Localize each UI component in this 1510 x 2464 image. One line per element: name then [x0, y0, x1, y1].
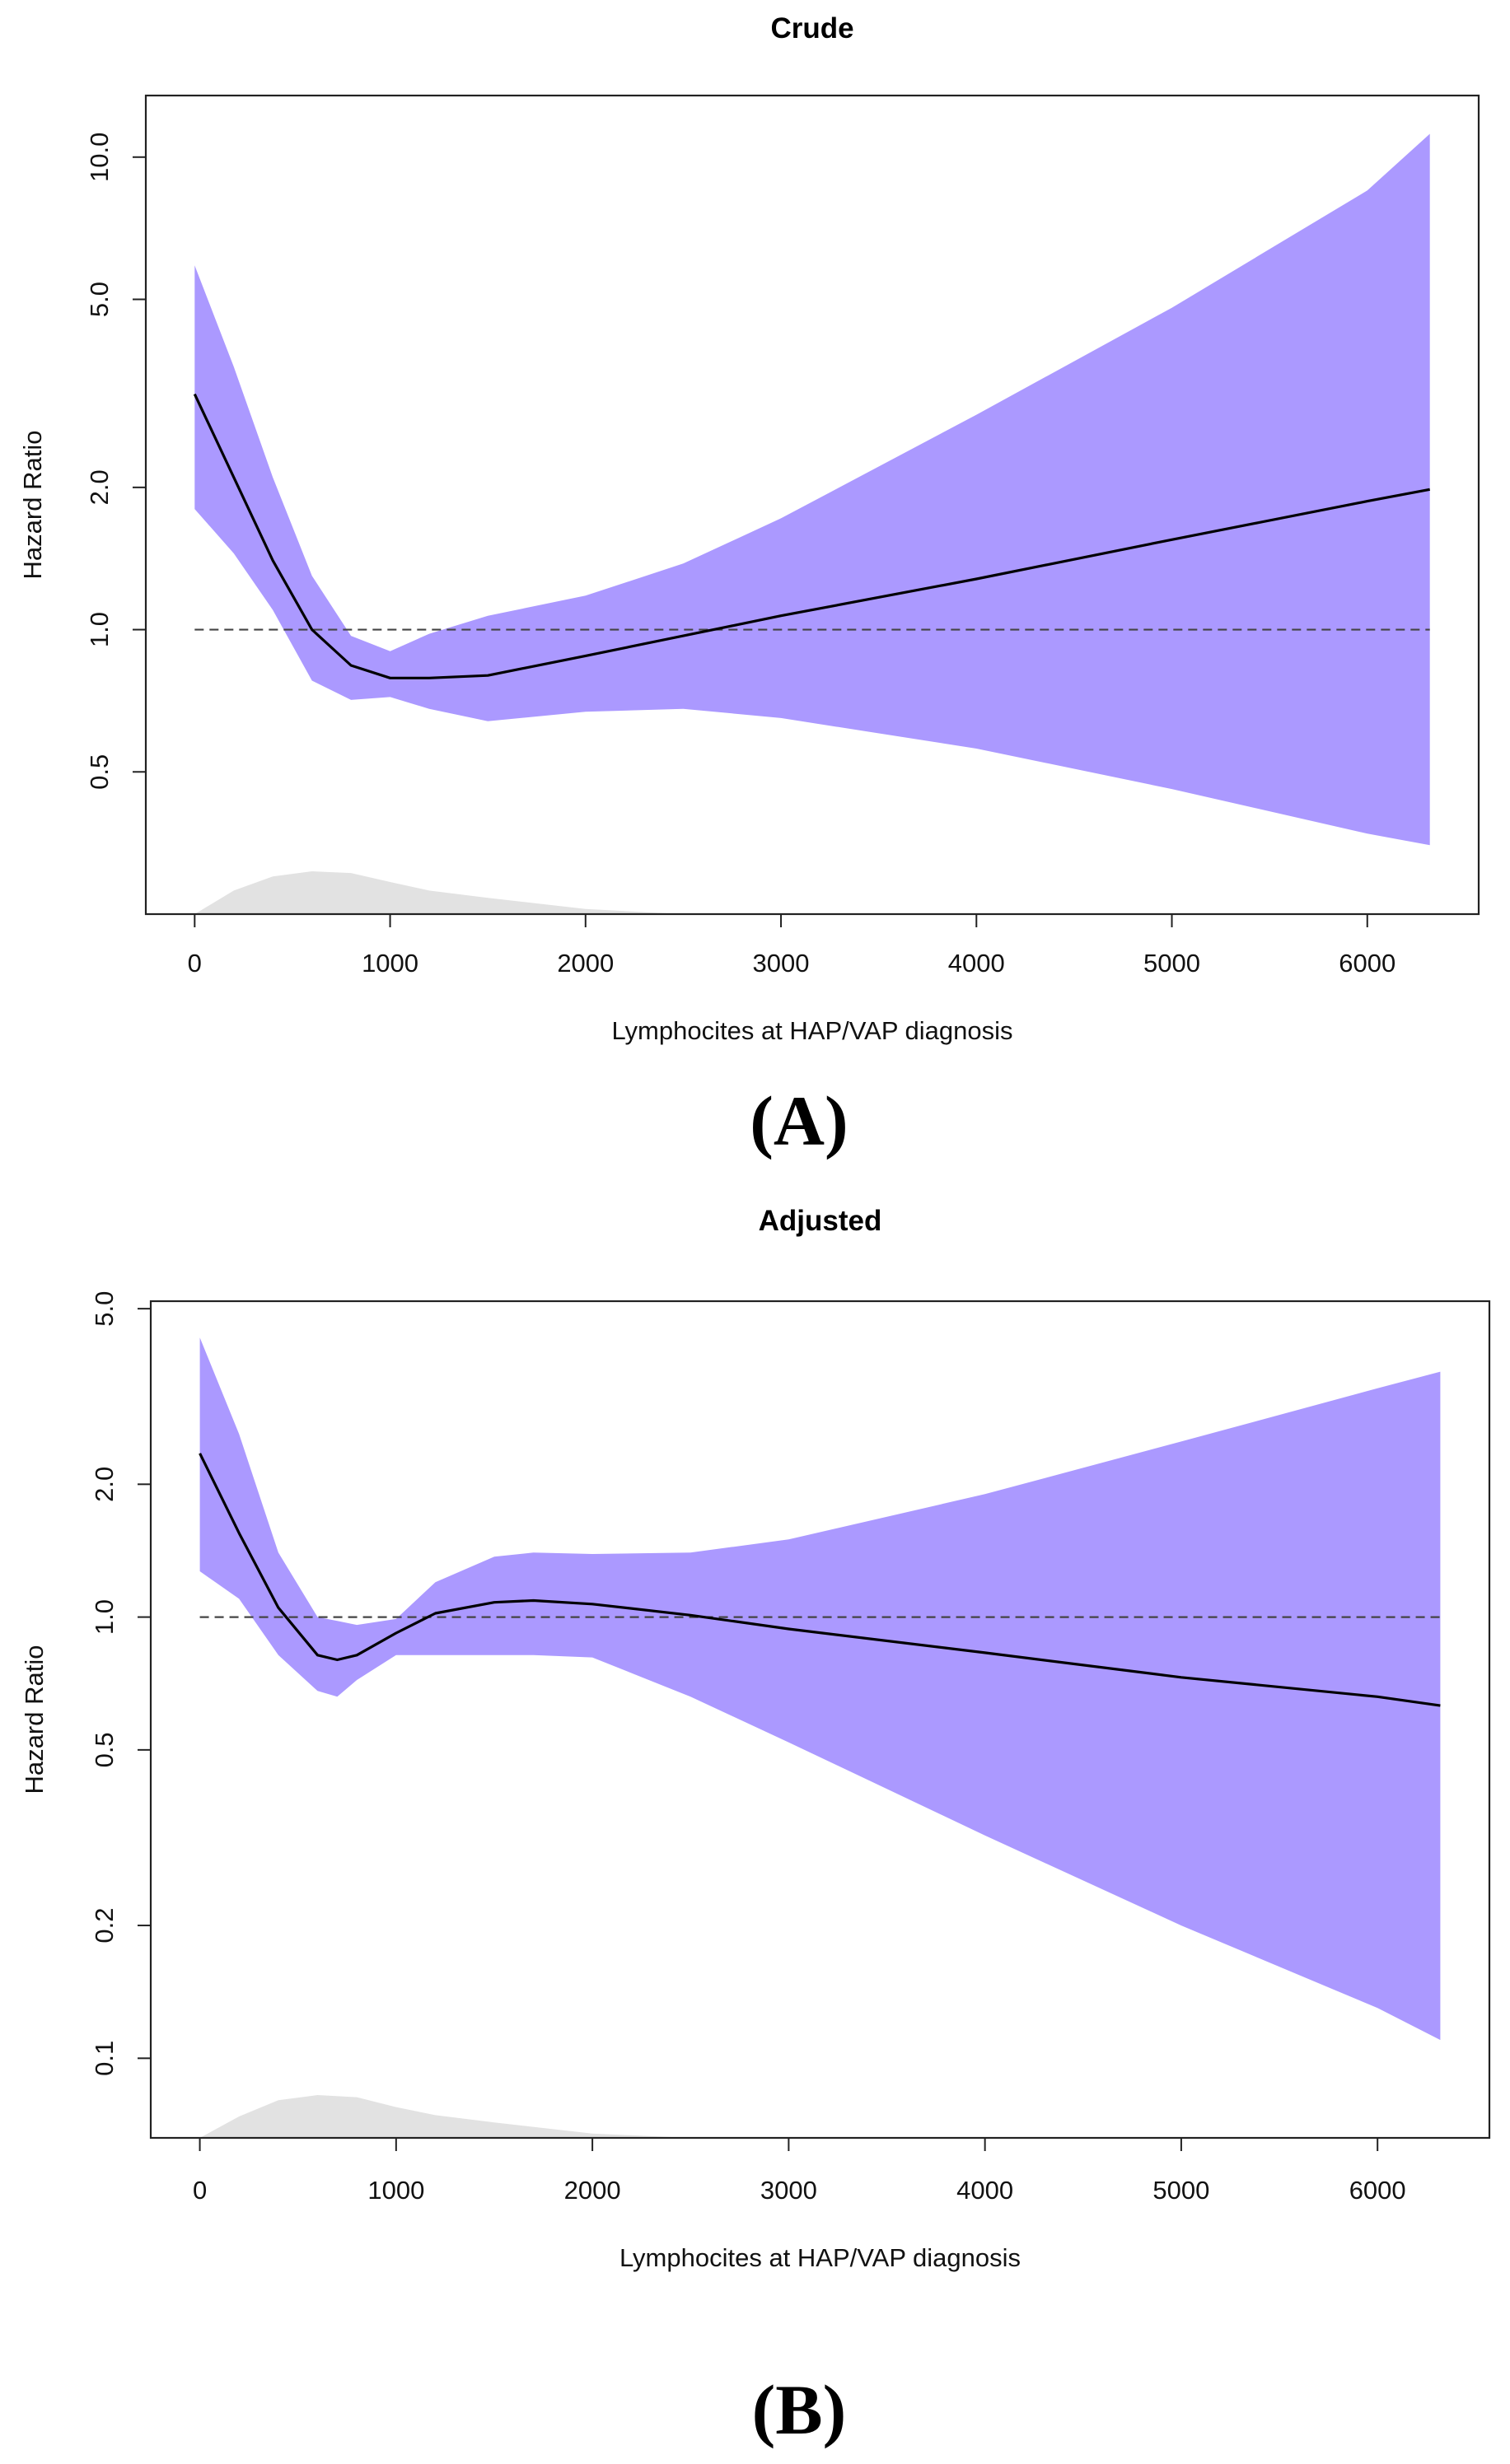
- chart-panel-adjusted: 0 1000 2000 3000 4000 5000 6000 0.1 0.2 0.5 1.0 2.0…: [20, 1205, 1491, 2449]
- y-tick-label: 5.0: [90, 1291, 119, 1327]
- x-tick-label: 3000: [760, 2176, 817, 2205]
- x-tick-label: 6000: [1339, 949, 1395, 978]
- density-area: [199, 2095, 691, 2138]
- x-axis-label: Lymphocites at HAP/VAP diagnosis: [619, 2243, 1021, 2272]
- plot-frame: [144, 94, 1480, 916]
- chart-title: Crude: [770, 12, 853, 44]
- x-tick-label: 3000: [753, 949, 810, 978]
- y-tick-label: 1.0: [90, 1599, 119, 1635]
- y-tick-label: 0.1: [90, 2041, 119, 2076]
- y-tick-label: 5.0: [85, 282, 114, 317]
- y-tick-label: 0.2: [90, 1907, 119, 1943]
- confidence-band: [194, 133, 1430, 846]
- x-tick-label: 2000: [564, 2176, 621, 2205]
- x-tick-label: 1000: [367, 2176, 424, 2205]
- x-axis-label: Lymphocites at HAP/VAP diagnosis: [611, 1016, 1012, 1045]
- x-tick-label: 6000: [1349, 2176, 1406, 2205]
- x-tick-label: 4000: [956, 2176, 1013, 2205]
- y-tick-label: 0.5: [90, 1732, 119, 1767]
- hazard-ratio-line: [193, 393, 1430, 679]
- hazard-ratio-line: [199, 1453, 1441, 1707]
- panel-label: (B): [752, 2370, 847, 2449]
- chart-title: Adjusted: [759, 1205, 882, 1237]
- y-tick-label: 2.0: [90, 1467, 119, 1502]
- y-tick-label: 1.0: [85, 612, 114, 647]
- density-area: [194, 871, 684, 914]
- panel-label: (A): [750, 1081, 848, 1160]
- y-axis-label: Hazard Ratio: [18, 431, 47, 580]
- y-tick-label: 2.0: [85, 469, 114, 505]
- x-tick-label: 0: [188, 949, 202, 978]
- chart-panel-crude: 0 1000 2000 3000 4000 5000 6000 0.5 1.0 2.0 5.0 10.…: [18, 12, 1480, 1160]
- x-tick-label: 2000: [557, 949, 614, 978]
- plot-frame: [149, 1300, 1491, 2140]
- x-tick-label: 1000: [362, 949, 418, 978]
- y-tick-label: 0.5: [85, 754, 114, 790]
- y-tick-label: 10.0: [85, 133, 114, 182]
- x-tick-label: 5000: [1143, 949, 1200, 978]
- x-tick-label: 0: [193, 2176, 207, 2205]
- x-tick-label: 4000: [948, 949, 1005, 978]
- y-axis-label: Hazard Ratio: [20, 1645, 49, 1794]
- confidence-band: [199, 1337, 1441, 2041]
- x-tick-label: 5000: [1152, 2176, 1209, 2205]
